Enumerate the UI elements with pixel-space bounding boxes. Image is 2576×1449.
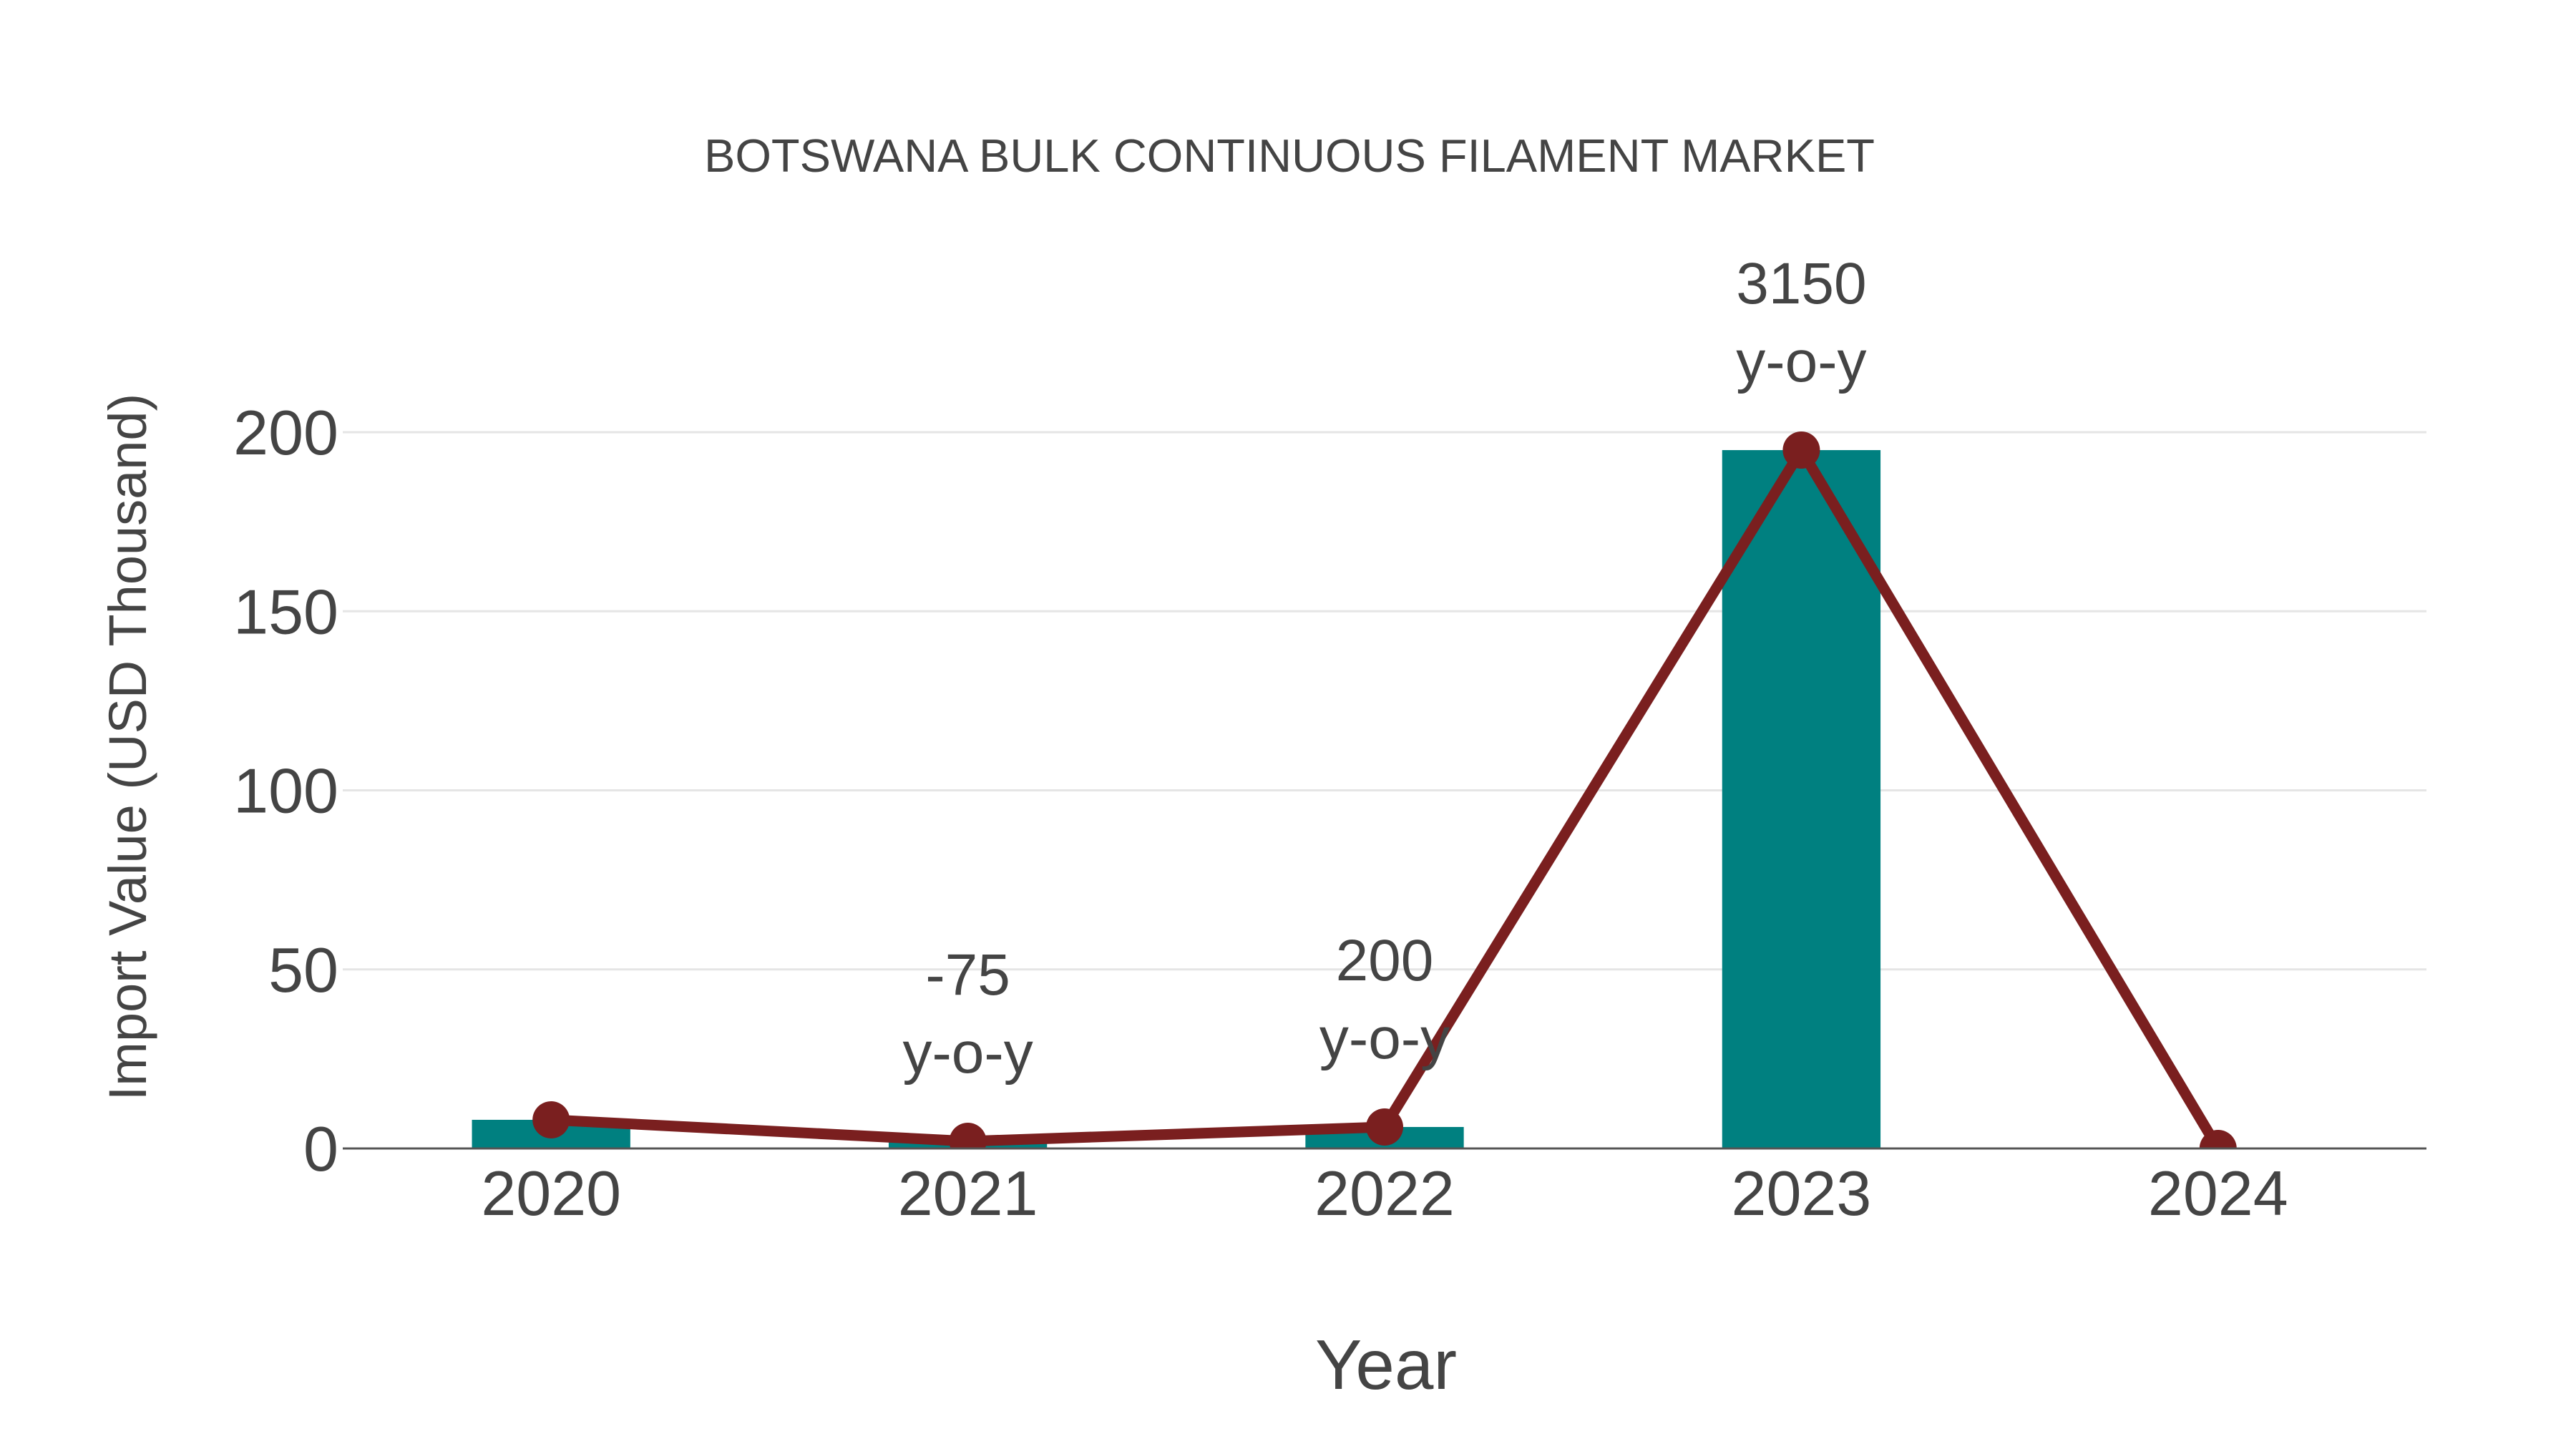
marker-2023[interactable]: [1782, 431, 1820, 469]
x-axis-tick-labels: 2020 2021 2022 2023 2024: [481, 1158, 2288, 1229]
x-tick-label: 2020: [481, 1158, 621, 1229]
marker-2024[interactable]: [2199, 1130, 2237, 1167]
plot-area: [472, 431, 2237, 1167]
y-tick-label: 100: [233, 756, 338, 826]
gridlines: [343, 431, 2426, 971]
chart-title: BOTSWANA BULK CONTINUOUS FILAMENT MARKET: [704, 130, 1875, 182]
yoy-value: 3150: [1736, 251, 1866, 316]
y-tick-label: 50: [268, 935, 338, 1005]
yoy-value: 200: [1336, 928, 1434, 993]
y-tick-label: 150: [233, 576, 338, 647]
yoy-annotation-2022: 200 y-o-y: [1319, 928, 1450, 1071]
x-tick-label: 2023: [1732, 1158, 1872, 1229]
x-axis-title: Year: [1315, 1325, 1457, 1404]
marker-2022[interactable]: [1366, 1108, 1403, 1146]
x-tick-label: 2024: [2148, 1158, 2288, 1229]
line-series: [532, 431, 2237, 1167]
yoy-suffix: y-o-y: [1736, 329, 1866, 394]
marker-2021[interactable]: [949, 1122, 987, 1160]
y-axis-title: Import Value (USD Thousand): [98, 394, 157, 1101]
yoy-annotation-2023: 3150 y-o-y: [1736, 251, 1866, 394]
y-tick-label: 200: [233, 397, 338, 468]
y-tick-label: 0: [303, 1113, 338, 1184]
x-tick-label: 2021: [898, 1158, 1038, 1229]
yoy-annotation-2021: -75 y-o-y: [902, 942, 1033, 1085]
bar-2023[interactable]: [1722, 450, 1881, 1148]
x-tick-label: 2022: [1314, 1158, 1455, 1229]
yoy-value: -75: [925, 942, 1010, 1008]
bar-series: [472, 450, 1881, 1148]
y-axis-tick-labels: 0 50 100 150 200: [233, 397, 338, 1184]
yoy-annotations: -75 y-o-y 200 y-o-y 3150 y-o-y: [902, 251, 1866, 1085]
marker-2020[interactable]: [532, 1101, 570, 1138]
yoy-suffix: y-o-y: [1319, 1006, 1450, 1071]
yoy-suffix: y-o-y: [902, 1020, 1033, 1085]
